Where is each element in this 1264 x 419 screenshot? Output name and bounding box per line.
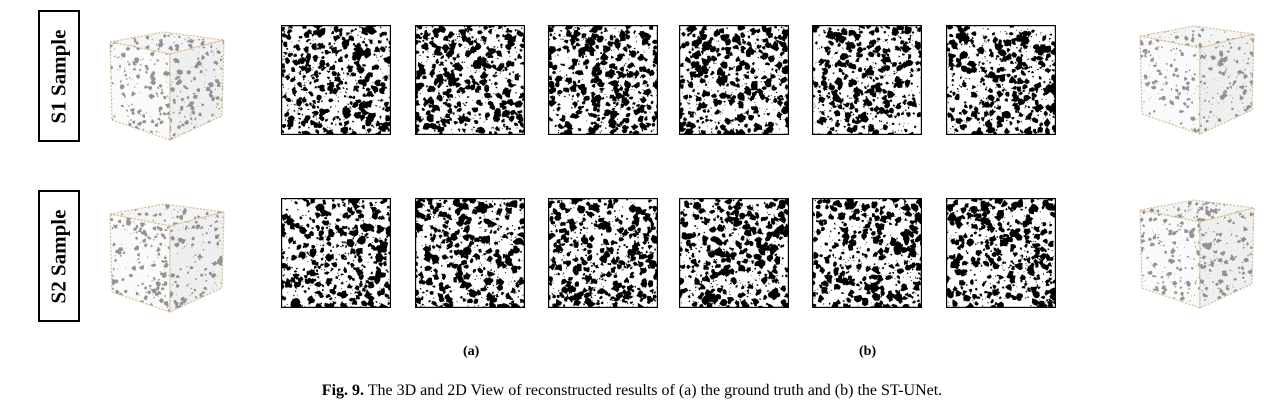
slice-s1-5 [812,25,922,135]
cube-pred-s1 [1139,25,1255,135]
slice-s2-4 [679,198,789,308]
slice-s1-6 [946,25,1056,135]
cube-pred-s2 [1139,199,1255,309]
panel-label-a: (a) [463,344,480,359]
figure-caption: Fig. 9. The 3D and 2D View of reconstruc… [0,382,1264,400]
figure-number: Fig. 9. [321,382,365,399]
panel-label-b: (b) [859,344,877,359]
figure-caption-text: The 3D and 2D View of reconstructed resu… [367,382,943,399]
slice-s1-1 [281,25,391,135]
slice-s2-1 [281,198,391,308]
slice-s1-4 [679,25,789,135]
slice-s2-6 [946,198,1056,308]
row-label-s1: S1 Sample [38,10,80,142]
slice-s2-3 [548,198,658,308]
row-label-s1-text: S1 Sample [46,29,71,123]
cube-gt-s2 [109,203,225,313]
row-label-s2: S2 Sample [38,190,80,322]
slice-s1-2 [415,25,525,135]
cube-gt-s1 [109,31,225,141]
slice-s2-5 [812,198,922,308]
slice-s2-2 [415,198,525,308]
slice-s1-3 [548,25,658,135]
row-label-s2-text: S2 Sample [46,209,71,303]
